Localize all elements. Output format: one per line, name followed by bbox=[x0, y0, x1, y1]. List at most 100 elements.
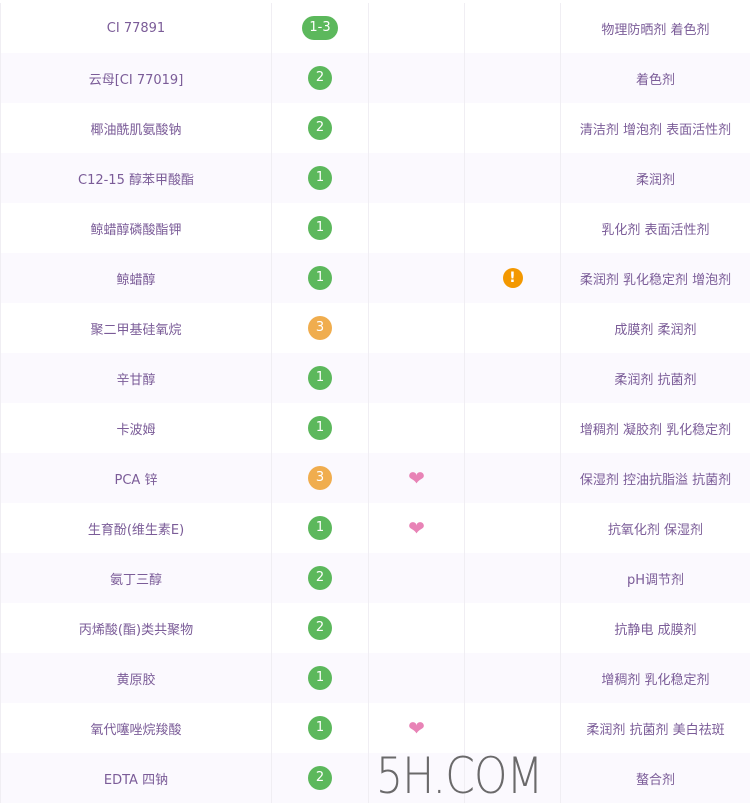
active-ingredient-cell: ❤ bbox=[369, 703, 465, 753]
ingredient-name[interactable]: 黄原胶 bbox=[1, 653, 272, 703]
acne-risk-cell bbox=[465, 403, 561, 453]
safety-score-cell: 3 bbox=[272, 453, 369, 503]
heart-icon: ❤ bbox=[408, 466, 425, 490]
safety-score-badge: 2 bbox=[308, 616, 332, 640]
safety-score-badge: 1 bbox=[308, 266, 332, 290]
safety-score-cell: 1 bbox=[272, 203, 369, 253]
safety-score-badge: 1 bbox=[308, 216, 332, 240]
active-ingredient-cell bbox=[369, 203, 465, 253]
ingredient-name[interactable]: CI 77891 bbox=[1, 3, 272, 53]
table-row: 卡波姆 1 增稠剂 凝胶剂 乳化稳定剂 bbox=[1, 403, 750, 453]
ingredient-name[interactable]: 鲸蜡醇磷酸酯钾 bbox=[1, 203, 272, 253]
table-row: 氧代噻唑烷羧酸 1 ❤ 柔润剂 抗菌剂 美白祛斑 bbox=[1, 703, 750, 753]
safety-score-cell: 2 bbox=[272, 553, 369, 603]
active-ingredient-cell bbox=[369, 253, 465, 303]
active-ingredient-cell bbox=[369, 553, 465, 603]
acne-risk-cell bbox=[465, 103, 561, 153]
active-ingredient-cell bbox=[369, 403, 465, 453]
safety-score-badge: 2 bbox=[308, 116, 332, 140]
acne-risk-cell bbox=[465, 603, 561, 653]
table-row: 生育酚(维生素E) 1 ❤ 抗氧化剂 保湿剂 bbox=[1, 503, 750, 553]
ingredient-name[interactable]: EDTA 四钠 bbox=[1, 753, 272, 803]
ingredient-uses: 增稠剂 乳化稳定剂 bbox=[561, 653, 750, 703]
ingredient-uses: 柔润剂 乳化稳定剂 增泡剂 bbox=[561, 253, 750, 303]
active-ingredient-cell bbox=[369, 3, 465, 53]
ingredient-uses: 柔润剂 bbox=[561, 153, 750, 203]
active-ingredient-cell: ❤ bbox=[369, 503, 465, 553]
safety-score-cell: 3 bbox=[272, 303, 369, 353]
acne-risk-cell bbox=[465, 303, 561, 353]
safety-score-badge: 1 bbox=[308, 516, 332, 540]
ingredient-name[interactable]: 氧代噻唑烷羧酸 bbox=[1, 703, 272, 753]
ingredient-uses: 柔润剂 抗菌剂 美白祛斑 bbox=[561, 703, 750, 753]
table-row: 鲸蜡醇 1! 柔润剂 乳化稳定剂 增泡剂 bbox=[1, 253, 750, 303]
acne-risk-cell: ! bbox=[465, 253, 561, 303]
safety-score-badge: 1 bbox=[308, 166, 332, 190]
ingredient-uses: 增稠剂 凝胶剂 乳化稳定剂 bbox=[561, 403, 750, 453]
watermark-logo: 5H.COM bbox=[376, 750, 542, 802]
ingredient-uses: 乳化剂 表面活性剂 bbox=[561, 203, 750, 253]
acne-risk-cell bbox=[465, 353, 561, 403]
active-ingredient-cell bbox=[369, 353, 465, 403]
safety-score-badge: 1 bbox=[308, 666, 332, 690]
ingredient-uses: 抗氧化剂 保湿剂 bbox=[561, 503, 750, 553]
ingredient-name[interactable]: 卡波姆 bbox=[1, 403, 272, 453]
safety-score-badge: 1 bbox=[308, 416, 332, 440]
safety-score-cell: 2 bbox=[272, 53, 369, 103]
ingredient-name[interactable]: 丙烯酸(酯)类共聚物 bbox=[1, 603, 272, 653]
safety-score-cell: 1 bbox=[272, 353, 369, 403]
ingredient-uses: 清洁剂 增泡剂 表面活性剂 bbox=[561, 103, 750, 153]
safety-score-badge: 2 bbox=[308, 766, 332, 790]
ingredient-uses: 成膜剂 柔润剂 bbox=[561, 303, 750, 353]
safety-score-badge: 3 bbox=[308, 316, 332, 340]
ingredient-uses: 保湿剂 控油抗脂溢 抗菌剂 bbox=[561, 453, 750, 503]
table-row: CI 77891 1-3 物理防晒剂 着色剂 bbox=[1, 3, 750, 53]
warning-icon: ! bbox=[503, 268, 523, 288]
heart-icon: ❤ bbox=[408, 716, 425, 740]
ingredient-name[interactable]: C12-15 醇苯甲酸酯 bbox=[1, 153, 272, 203]
ingredient-uses: 着色剂 bbox=[561, 53, 750, 103]
ingredient-name[interactable]: 生育酚(维生素E) bbox=[1, 503, 272, 553]
active-ingredient-cell bbox=[369, 153, 465, 203]
active-ingredient-cell bbox=[369, 653, 465, 703]
acne-risk-cell bbox=[465, 503, 561, 553]
safety-score-badge: 1-3 bbox=[302, 16, 337, 40]
ingredient-name[interactable]: 椰油酰肌氨酸钠 bbox=[1, 103, 272, 153]
ingredient-name[interactable]: 云母[CI 77019] bbox=[1, 53, 272, 103]
ingredient-name[interactable]: 聚二甲基硅氧烷 bbox=[1, 303, 272, 353]
acne-risk-cell bbox=[465, 153, 561, 203]
ingredient-name[interactable]: 辛甘醇 bbox=[1, 353, 272, 403]
ingredient-uses: 螯合剂 bbox=[561, 753, 750, 803]
table-row: 丙烯酸(酯)类共聚物 2 抗静电 成膜剂 bbox=[1, 603, 750, 653]
ingredient-uses: 物理防晒剂 着色剂 bbox=[561, 3, 750, 53]
safety-score-cell: 1 bbox=[272, 503, 369, 553]
safety-score-cell: 1-3 bbox=[272, 3, 369, 53]
table-row: 黄原胶 1 增稠剂 乳化稳定剂 bbox=[1, 653, 750, 703]
ingredient-name[interactable]: 氨丁三醇 bbox=[1, 553, 272, 603]
acne-risk-cell bbox=[465, 3, 561, 53]
table-row: 聚二甲基硅氧烷 3 成膜剂 柔润剂 bbox=[1, 303, 750, 353]
acne-risk-cell bbox=[465, 453, 561, 503]
safety-score-badge: 1 bbox=[308, 716, 332, 740]
ingredient-name[interactable]: PCA 锌 bbox=[1, 453, 272, 503]
safety-score-cell: 1 bbox=[272, 153, 369, 203]
heart-icon: ❤ bbox=[408, 516, 425, 540]
safety-score-cell: 1 bbox=[272, 253, 369, 303]
safety-score-cell: 1 bbox=[272, 403, 369, 453]
ingredient-uses: 抗静电 成膜剂 bbox=[561, 603, 750, 653]
active-ingredient-cell bbox=[369, 53, 465, 103]
acne-risk-cell bbox=[465, 653, 561, 703]
safety-score-cell: 1 bbox=[272, 653, 369, 703]
ingredient-uses: pH调节剂 bbox=[561, 553, 750, 603]
safety-score-badge: 2 bbox=[308, 566, 332, 590]
acne-risk-cell bbox=[465, 703, 561, 753]
active-ingredient-cell bbox=[369, 303, 465, 353]
acne-risk-cell bbox=[465, 53, 561, 103]
table-row: C12-15 醇苯甲酸酯 1 柔润剂 bbox=[1, 153, 750, 203]
ingredient-uses: 柔润剂 抗菌剂 bbox=[561, 353, 750, 403]
ingredient-name[interactable]: 鲸蜡醇 bbox=[1, 253, 272, 303]
table-row: 氨丁三醇 2 pH调节剂 bbox=[1, 553, 750, 603]
